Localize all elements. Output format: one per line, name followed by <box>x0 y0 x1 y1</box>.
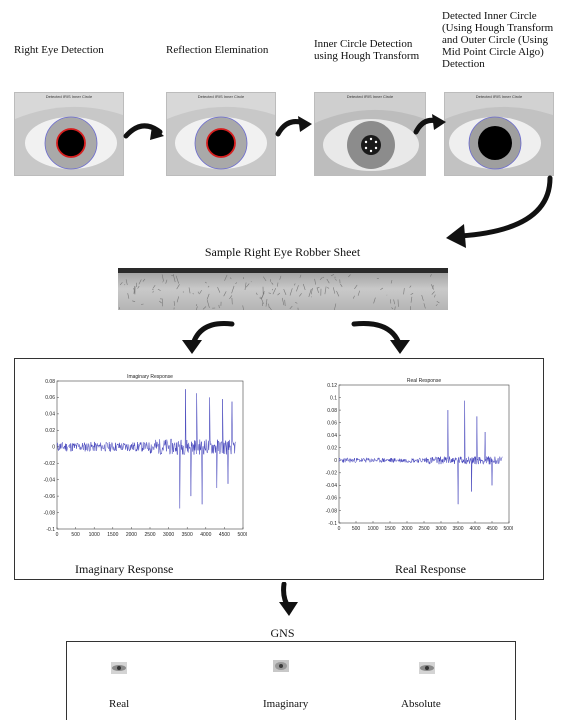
imaginary-response-caption: Imaginary Response <box>75 562 174 576</box>
imaginary-response-plot: Imaginary Response 0 500 1000 1500 2000 2500 30… <box>44 374 247 538</box>
x-tick-label: 4500 <box>219 532 230 538</box>
gns-title: GNS <box>270 626 295 640</box>
y-tick-label: 0.04 <box>327 433 337 439</box>
x-tick-label: 500 <box>352 526 361 532</box>
x-tick-label: 2500 <box>418 526 429 532</box>
eye-image-right-eye-detection: Detected IRIS Inner Circle <box>14 92 124 176</box>
gns-real-label: Real <box>109 698 130 710</box>
x-tick-label: 1500 <box>107 532 118 538</box>
y-tick-label: -0.1 <box>46 527 55 533</box>
y-tick-label: 0.02 <box>45 428 55 434</box>
eye-image-title: Detected IRIS Inner Circle <box>45 94 93 99</box>
x-tick-label: 4500 <box>486 526 497 532</box>
gns-real-thumbnail <box>111 662 127 674</box>
y-tick-label: -0.02 <box>326 471 338 477</box>
y-tick-label: -0.06 <box>44 494 56 500</box>
step-label-reflection-elimination: Reflection Elemination <box>166 44 269 56</box>
step-label-inner-circle-detection: Inner Circle Detection using Hough Trans… <box>314 38 420 62</box>
curved-arrow-icon <box>123 123 164 140</box>
gns-absolute-label: Absolute <box>401 698 441 710</box>
y-tick-label: 0.04 <box>45 412 55 418</box>
y-tick-label: 0.12 <box>327 383 337 389</box>
x-tick-label: 3000 <box>163 532 174 538</box>
plot-title: Imaginary Response <box>127 374 173 380</box>
eye-image-reflection-elimination: Detected IRIS Inner Circle <box>166 92 276 176</box>
y-tick-label: 0.1 <box>330 395 337 401</box>
y-tick-label: 0.08 <box>327 408 337 414</box>
x-tick-label: 4000 <box>200 532 211 538</box>
curved-arrow-icon <box>413 114 446 135</box>
gns-panel: Real Imaginary Absolute <box>66 641 516 720</box>
eye-image-inner-outer-detection: Detected IRIS Inner Circle <box>444 92 554 176</box>
y-tick-label: 0.02 <box>327 446 337 452</box>
x-tick-label: 3500 <box>182 532 193 538</box>
y-tick-label: -0.04 <box>44 477 56 483</box>
x-tick-label: 0 <box>338 526 341 532</box>
x-tick-label: 3500 <box>452 526 463 532</box>
eye-image-title: Detected IRIS Inner Circle <box>197 94 245 99</box>
y-tick-label: 0.06 <box>45 395 55 401</box>
step-label-inner-outer-circle-detection: Detected Inner Circle (Using Hough Trans… <box>442 10 554 70</box>
y-tick-label: 0.06 <box>327 420 337 426</box>
response-series-line <box>338 400 503 505</box>
x-tick-label: 1500 <box>384 526 395 532</box>
gns-imaginary-thumbnail <box>273 660 289 672</box>
curved-arrow-icon <box>446 175 553 248</box>
y-tick-label: -0.04 <box>326 483 338 489</box>
y-tick-label: -0.1 <box>328 521 337 527</box>
x-tick-label: 0 <box>56 532 59 538</box>
y-tick-label: 0.08 <box>45 379 55 385</box>
x-tick-label: 500 <box>71 532 80 538</box>
y-tick-label: 0 <box>334 458 337 464</box>
y-tick-label: -0.08 <box>326 508 338 514</box>
plot-title: Real Response <box>407 378 441 384</box>
x-tick-label: 2000 <box>126 532 137 538</box>
response-series-line <box>56 389 236 509</box>
curved-arrow-icon <box>351 320 410 354</box>
eye-image-inner-circle-detection: Detected IRIS Inner Circle <box>314 92 426 176</box>
x-tick-label: 1000 <box>89 532 100 538</box>
down-arrow-icon <box>279 582 298 616</box>
gns-imaginary-label: Imaginary <box>263 698 309 710</box>
rubber-sheet-image <box>118 268 448 310</box>
x-tick-label: 2000 <box>401 526 412 532</box>
x-tick-label: 4000 <box>469 526 480 532</box>
eye-image-title: Detected IRIS Inner Circle <box>475 94 523 99</box>
response-panel: Imaginary Response 0 500 1000 1500 2000 2500 30… <box>14 358 544 580</box>
plot-frame <box>338 384 510 524</box>
gns-absolute-thumbnail <box>419 662 435 674</box>
curved-arrow-icon <box>275 116 312 137</box>
real-response-plot: Real Response 0 500 1000 1500 2000 2500 3000 350… <box>326 378 513 532</box>
y-tick-label: -0.02 <box>44 461 56 467</box>
curved-arrow-icon <box>182 321 235 354</box>
real-response-caption: Real Response <box>395 562 466 576</box>
y-tick-label: 0 <box>52 445 55 451</box>
rubber-sheet-title: Sample Right Eye Robber Sheet <box>204 245 361 259</box>
y-tick-label: -0.06 <box>326 496 338 502</box>
step-label-right-eye-detection: Right Eye Detection <box>14 44 104 56</box>
x-tick-label: 1000 <box>367 526 378 532</box>
eye-image-title: Detected IRIS Inner Circle <box>346 94 394 99</box>
plot-frame <box>56 380 244 530</box>
x-tick-label: 2500 <box>144 532 155 538</box>
x-tick-label: 3000 <box>435 526 446 532</box>
y-tick-label: -0.08 <box>44 510 56 516</box>
